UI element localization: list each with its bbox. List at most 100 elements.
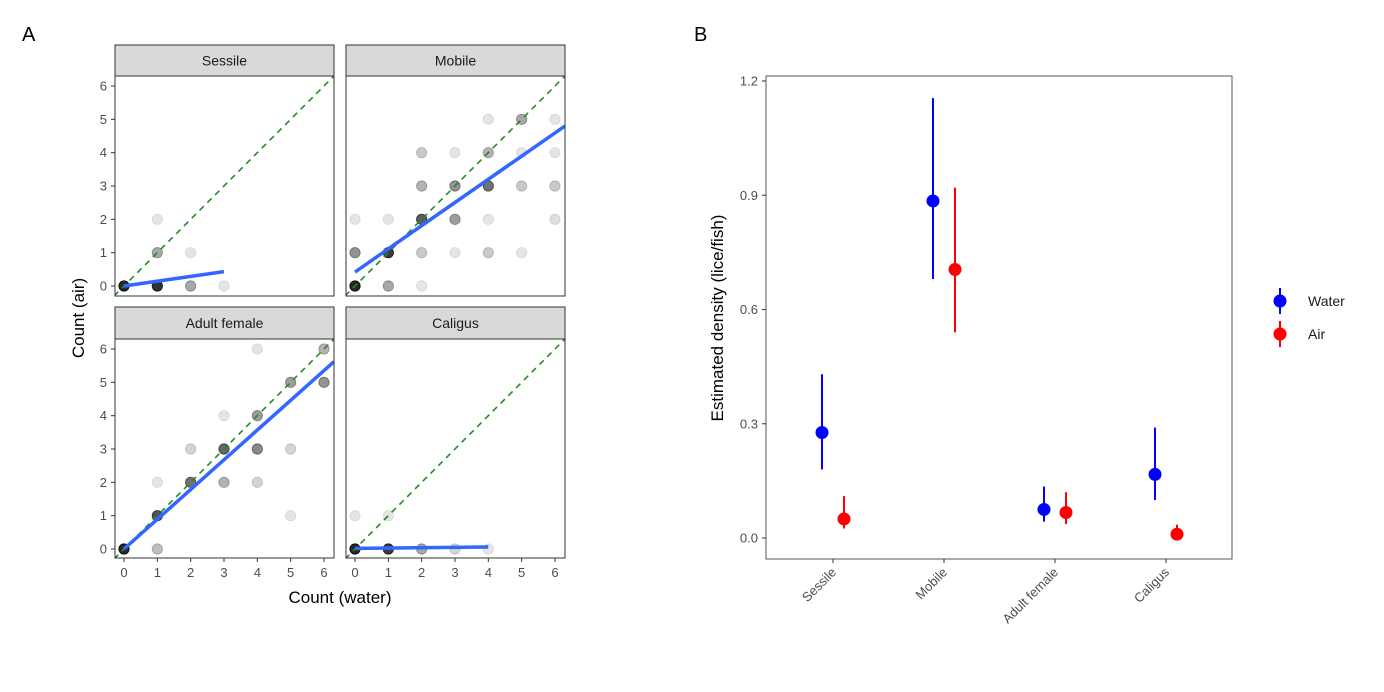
y-tick-label: 3 <box>100 442 107 457</box>
data-point <box>185 443 197 455</box>
series-air: Air <box>837 187 1325 541</box>
facet-marks <box>115 76 334 296</box>
facet-strip-label: Caligus <box>432 315 479 331</box>
facet-caligus: Caligus 0 1 2 3 4 5 6 <box>345 306 566 580</box>
data-point <box>449 213 461 225</box>
panel-a-y-axis-title: Count (air) <box>69 278 88 358</box>
facet-sessile: Sessile 0 1 2 3 4 5 6 <box>100 44 335 297</box>
data-point <box>416 280 428 292</box>
y-tick-label: 2 <box>100 212 107 227</box>
data-point <box>382 213 394 225</box>
data-point <box>549 113 561 125</box>
y-tick-label: 4 <box>100 408 107 423</box>
data-point <box>285 443 297 455</box>
facet-strip-label: Sessile <box>202 53 247 69</box>
facet-marks <box>115 339 334 558</box>
data-point <box>516 247 528 259</box>
data-point <box>251 343 263 355</box>
panel-label-a: A <box>22 24 36 46</box>
data-point <box>482 113 494 125</box>
y-tick-label: 0.0 <box>740 531 758 546</box>
data-point <box>382 280 394 292</box>
regression-line <box>122 360 334 551</box>
y-tick-label: 4 <box>100 145 107 160</box>
facet-strip-label: Adult female <box>186 315 264 331</box>
data-point <box>185 280 197 292</box>
data-point <box>449 247 461 259</box>
panel-a-facet-scatter: Sessile 0 1 2 3 4 5 6 Mobile Adult female 0 1 2 3 4 5 6 0… <box>100 44 566 580</box>
x-tick-label: Caligus <box>1131 564 1173 606</box>
x-tick-label: 4 <box>485 565 492 580</box>
data-point <box>416 180 428 192</box>
estimate-point <box>837 512 851 526</box>
x-tick-label: 5 <box>287 565 294 580</box>
x-tick-label: 2 <box>418 565 425 580</box>
regression-line <box>354 545 489 551</box>
estimate-point <box>1148 467 1162 481</box>
facet-marks <box>346 76 565 296</box>
estimate-point <box>1059 505 1073 519</box>
panel-a-x-axis-title: Count (water) <box>289 588 392 607</box>
legend-label: Water <box>1308 293 1345 309</box>
data-point <box>251 476 263 488</box>
data-point <box>349 213 361 225</box>
data-point <box>185 247 197 259</box>
facet-adult-female: Adult female 0 1 2 3 4 5 6 0 1 2 3 4 5 6 <box>100 306 335 580</box>
facet-mobile: Mobile <box>345 44 566 297</box>
series-water: Water <box>815 98 1345 522</box>
x-tick-label: 0 <box>120 565 127 580</box>
facet-strip <box>114 306 335 340</box>
legend-key-point <box>1273 327 1287 341</box>
y-tick-label: 6 <box>100 342 107 357</box>
x-tick-label: Adult female <box>999 565 1061 627</box>
x-tick-label: 4 <box>254 565 261 580</box>
data-point <box>482 247 494 259</box>
x-tick-label: 1 <box>154 565 161 580</box>
x-tick-label: 0 <box>351 565 358 580</box>
x-tick-label: Sessile <box>799 565 839 605</box>
data-point <box>251 443 263 455</box>
data-point <box>349 510 361 522</box>
x-tick-label: 6 <box>551 565 558 580</box>
y-tick-label: 3 <box>100 179 107 194</box>
data-point <box>151 543 163 555</box>
facet-marks <box>346 339 565 558</box>
data-point <box>318 376 330 388</box>
x-tick-label: 3 <box>451 565 458 580</box>
data-point <box>218 410 230 422</box>
y-tick-label: 0.6 <box>740 302 758 317</box>
estimate-point <box>815 426 829 440</box>
estimate-point <box>1170 527 1184 541</box>
data-point <box>416 147 428 159</box>
data-point <box>549 147 561 159</box>
x-tick-label: 1 <box>385 565 392 580</box>
data-point <box>549 180 561 192</box>
x-tick-label: 5 <box>518 565 525 580</box>
y-tick-label: 1 <box>100 508 107 523</box>
data-point <box>218 280 230 292</box>
facet-border <box>345 75 566 297</box>
plot-border <box>765 75 1233 560</box>
facet-strip-label: Mobile <box>435 53 476 69</box>
legend-label: Air <box>1308 326 1325 342</box>
y-tick-label: 0.9 <box>740 188 758 203</box>
facet-border <box>114 338 335 559</box>
x-tick-label: 2 <box>187 565 194 580</box>
x-tick-label: 6 <box>320 565 327 580</box>
panel-label-b: B <box>694 24 707 46</box>
facet-strip <box>114 44 335 77</box>
y-tick-label: 0 <box>100 542 107 557</box>
data-point <box>449 147 461 159</box>
panel-b-y-axis-title: Estimated density (lice/fish) <box>708 215 727 422</box>
x-tick-label: 3 <box>220 565 227 580</box>
data-point <box>151 213 163 225</box>
data-point <box>549 213 561 225</box>
facet-border <box>345 338 566 559</box>
data-point <box>218 476 230 488</box>
y-tick-label: 2 <box>100 475 107 490</box>
y-tick-label: 6 <box>100 79 107 94</box>
y-tick-label: 1 <box>100 245 107 260</box>
y-tick-label: 5 <box>100 375 107 390</box>
y-tick-label: 1.2 <box>740 74 758 89</box>
